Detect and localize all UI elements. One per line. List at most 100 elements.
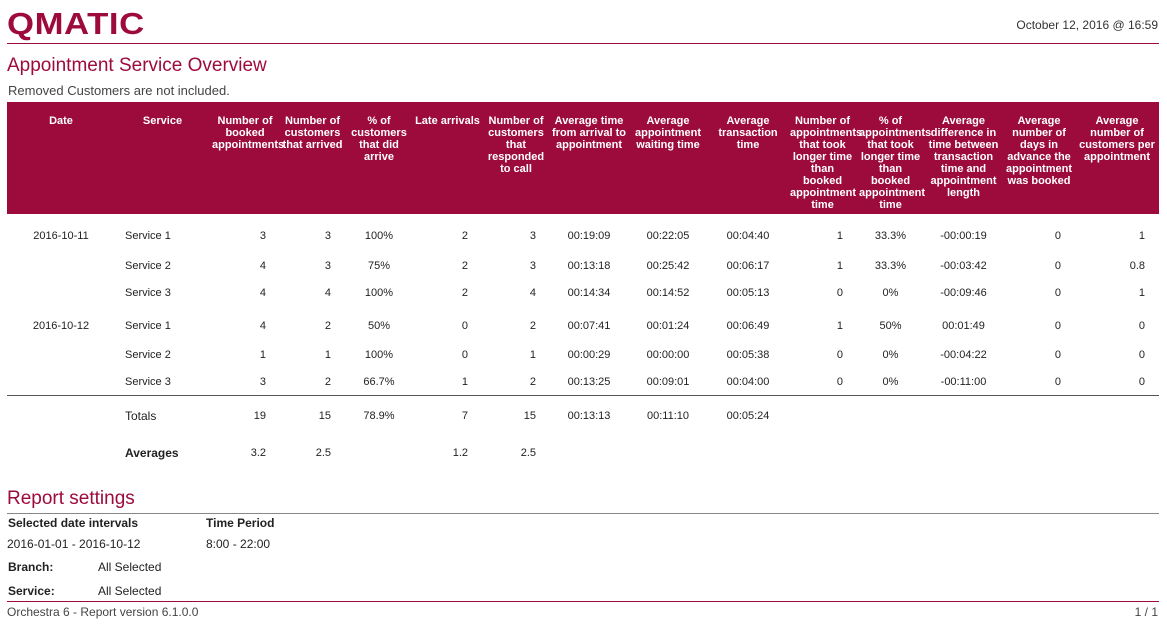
- table-cell: 1: [461, 375, 468, 388]
- table-cell: 00:11:10: [628, 395, 708, 436]
- column-header: Average number of customers per appointm…: [1075, 102, 1159, 214]
- table-cell: 00:09:01: [646, 375, 690, 388]
- table-cell: 33.3%: [874, 259, 907, 272]
- table-cell: [628, 436, 708, 470]
- table-cell: [7, 341, 115, 368]
- table-cell: Service 3: [125, 286, 171, 299]
- table-cell: 00:01:49: [942, 319, 985, 332]
- table-cell: 1: [259, 348, 266, 361]
- table-cell: 1: [836, 230, 843, 242]
- setting-label: Selected date intervals: [8, 516, 139, 530]
- column-header: Number of appointments that took longer …: [788, 102, 862, 214]
- table-cell: [1003, 436, 1075, 470]
- table-cell: 1: [836, 319, 843, 332]
- setting-value: All Selected: [98, 584, 162, 598]
- logo: QMATIC: [7, 6, 145, 41]
- table-cell: 2.5: [315, 447, 331, 459]
- column-header: Average number of days in advance the ap…: [1003, 102, 1075, 214]
- table-cell: 0.8: [1129, 259, 1145, 272]
- table-cell: Service 3: [125, 375, 171, 388]
- table-cell: 0: [1138, 319, 1145, 332]
- table-cell: 2: [461, 259, 468, 272]
- footer-page: 1 / 1: [1134, 605, 1158, 619]
- table-cell: 00:13:25: [567, 375, 611, 388]
- table-cell: 3: [259, 230, 266, 242]
- column-header: % of customers that did arrive: [345, 102, 413, 214]
- table-cell: Service 1: [125, 319, 171, 332]
- table-cell: 4: [324, 286, 331, 299]
- table-cell: 00:22:05: [646, 230, 690, 242]
- table-cell: 3: [529, 259, 536, 272]
- table-cell: 1: [836, 259, 843, 272]
- column-header: Average difference in time between trans…: [924, 102, 1003, 214]
- table-cell: [924, 395, 1003, 436]
- table-cell: Service 1: [125, 230, 171, 242]
- table-cell: 4: [259, 286, 266, 299]
- table-cell: 2016-10-11: [33, 230, 89, 242]
- column-header: Average appointment waiting time: [628, 102, 708, 214]
- table-cell: 0%: [882, 348, 899, 361]
- table-cell: 1.2: [452, 447, 468, 459]
- table-row: Service 3 3 2 66.7% 1 2 00:13:25 00:09:01 00:04:…: [7, 368, 1159, 396]
- overview-table: Date Service Number of booked appointments…: [7, 102, 1159, 470]
- table-cell: 2.5: [520, 447, 536, 459]
- table-cell: [1003, 395, 1075, 436]
- table-cell: 0%: [882, 286, 899, 299]
- table-cell: -00:03:42: [940, 259, 987, 272]
- footer-version: Orchestra 6 - Report version 6.1.0.0: [7, 605, 199, 619]
- table-cell: 100%: [364, 348, 394, 361]
- table-cell: 75%: [367, 259, 391, 272]
- table-cell: 0: [836, 375, 843, 388]
- table-cell: 2: [529, 375, 536, 388]
- table-cell: 100%: [364, 230, 394, 242]
- table-cell: 00:13:13: [550, 395, 628, 436]
- table-cell: 0: [1054, 286, 1061, 299]
- report-title: Appointment Service Overview: [7, 55, 267, 76]
- table-cell: [7, 279, 115, 306]
- column-header: Average time from arrival to appointment: [550, 102, 628, 214]
- table-cell: -00:11:00: [940, 375, 987, 388]
- table-cell: 2: [324, 375, 331, 388]
- table-cell: 2: [324, 319, 331, 332]
- table-cell: 00:14:52: [646, 286, 690, 299]
- table-cell: [1075, 436, 1159, 470]
- table-cell: [7, 368, 115, 396]
- table-cell: 2: [529, 319, 536, 332]
- table-cell: 15: [482, 395, 550, 436]
- table-cell: -00:04:22: [940, 348, 987, 361]
- table-cell: 3: [259, 375, 266, 388]
- report-date: October 12, 2016 @ 16:59: [1016, 18, 1158, 32]
- table-cell: 0%: [882, 375, 899, 388]
- setting-value: 8:00 - 22:00: [206, 537, 271, 551]
- table-cell: [7, 252, 115, 279]
- table-cell: 0: [1054, 375, 1061, 388]
- divider: [7, 43, 1159, 44]
- table-cell: [345, 436, 413, 470]
- table-cell: 3: [324, 259, 331, 272]
- table-cell: 19: [210, 395, 280, 436]
- table-cell: [788, 436, 857, 470]
- column-header: Number of customers that arrived: [280, 102, 345, 214]
- table-cell: 0: [1138, 375, 1145, 388]
- table-row: 2016-10-12 Service 1 4 2 50% 0 2 00:07:41 00:01:…: [7, 306, 1159, 341]
- table-cell: [708, 436, 788, 470]
- table-cell: 50%: [367, 319, 391, 332]
- divider: [7, 601, 1159, 602]
- table-cell: 00:25:42: [646, 259, 690, 272]
- table-cell: [7, 395, 115, 436]
- table-row: Averages 3.2 2.5 1.2 2.5: [7, 436, 1159, 470]
- column-header: Late arrivals: [413, 102, 482, 214]
- table-row: 2016-10-11 Service 1 3 3 100% 2 3 00:19:09 00:22…: [7, 214, 1159, 252]
- table-cell: 1: [1138, 230, 1145, 242]
- table-cell: Averages: [125, 446, 179, 460]
- table-cell: 78.9%: [345, 395, 413, 436]
- setting-value: 2016-01-01 - 2016-10-12: [7, 537, 141, 551]
- table-cell: 1: [324, 348, 331, 361]
- table-cell: -00:00:19: [940, 230, 987, 242]
- table-cell: 4: [529, 286, 536, 299]
- table-cell: 00:00:00: [646, 348, 690, 361]
- table-cell: [7, 436, 115, 470]
- setting-label: Time Period: [206, 516, 275, 530]
- table-cell: Service 2: [125, 259, 171, 272]
